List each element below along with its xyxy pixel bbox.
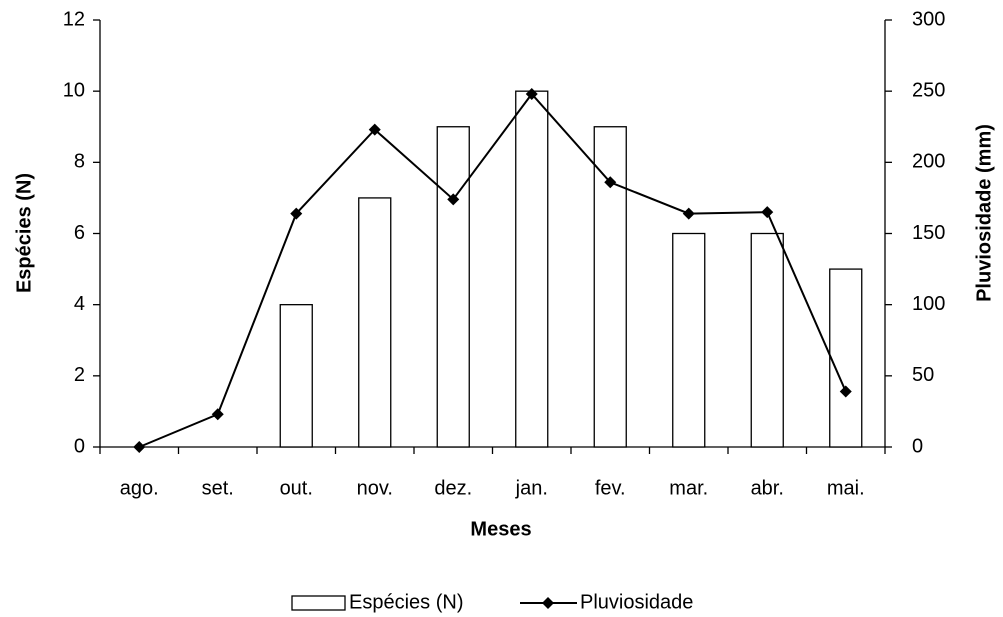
- bar: [436, 126, 470, 448]
- point: [368, 123, 381, 136]
- y2-tick-label: 0: [912, 435, 923, 457]
- x-tick-label: jan.: [515, 477, 548, 499]
- y2-tick-label: 50: [912, 364, 934, 386]
- legend-marker: [542, 597, 554, 609]
- x-tick-label: mai.: [827, 477, 865, 499]
- y-axis-title: Espécies (N): [13, 173, 35, 293]
- bar: [829, 268, 863, 448]
- point: [839, 385, 852, 398]
- bar: [358, 197, 392, 448]
- x-tick-label: mar.: [669, 477, 708, 499]
- x-tick-label: dez.: [434, 477, 472, 499]
- y-tick-label: 8: [74, 151, 85, 173]
- y-tick-label: 0: [74, 435, 85, 457]
- x-tick-label: abr.: [751, 477, 784, 499]
- x-tick-label: nov.: [357, 477, 393, 499]
- y-tick-label: 10: [63, 79, 85, 101]
- y-tick-label: 12: [63, 8, 85, 30]
- y-tick-label: 4: [74, 293, 85, 315]
- bar: [593, 126, 627, 448]
- y2-tick-label: 250: [912, 79, 945, 101]
- point: [133, 441, 146, 453]
- point: [211, 408, 224, 421]
- point: [525, 88, 538, 101]
- x-tick-label: ago.: [120, 477, 159, 499]
- point: [761, 206, 774, 219]
- point: [682, 207, 695, 220]
- line: [138, 92, 847, 448]
- y2-tick-label: 200: [912, 151, 945, 173]
- bar: [279, 304, 313, 448]
- x-tick-label: set.: [202, 477, 234, 499]
- point: [604, 176, 617, 189]
- x-tick-label: out.: [280, 477, 313, 499]
- x-axis-title: Meses: [470, 518, 531, 540]
- bar: [750, 232, 784, 448]
- legend-swatch: [291, 595, 346, 611]
- y2-tick-label: 300: [912, 8, 945, 30]
- point: [290, 207, 303, 220]
- y-tick-label: 6: [74, 222, 85, 244]
- y2-tick-label: 100: [912, 293, 945, 315]
- y2-tick-label: 150: [912, 222, 945, 244]
- bar: [515, 90, 549, 448]
- legend-label: Espécies (N): [349, 591, 463, 613]
- y-tick-label: 2: [74, 364, 85, 386]
- legend-label: Pluviosidade: [580, 591, 693, 613]
- x-tick-label: fev.: [595, 477, 626, 499]
- point: [447, 193, 460, 206]
- bar: [672, 232, 706, 448]
- y2-axis-title: Pluviosidade (mm): [973, 124, 995, 302]
